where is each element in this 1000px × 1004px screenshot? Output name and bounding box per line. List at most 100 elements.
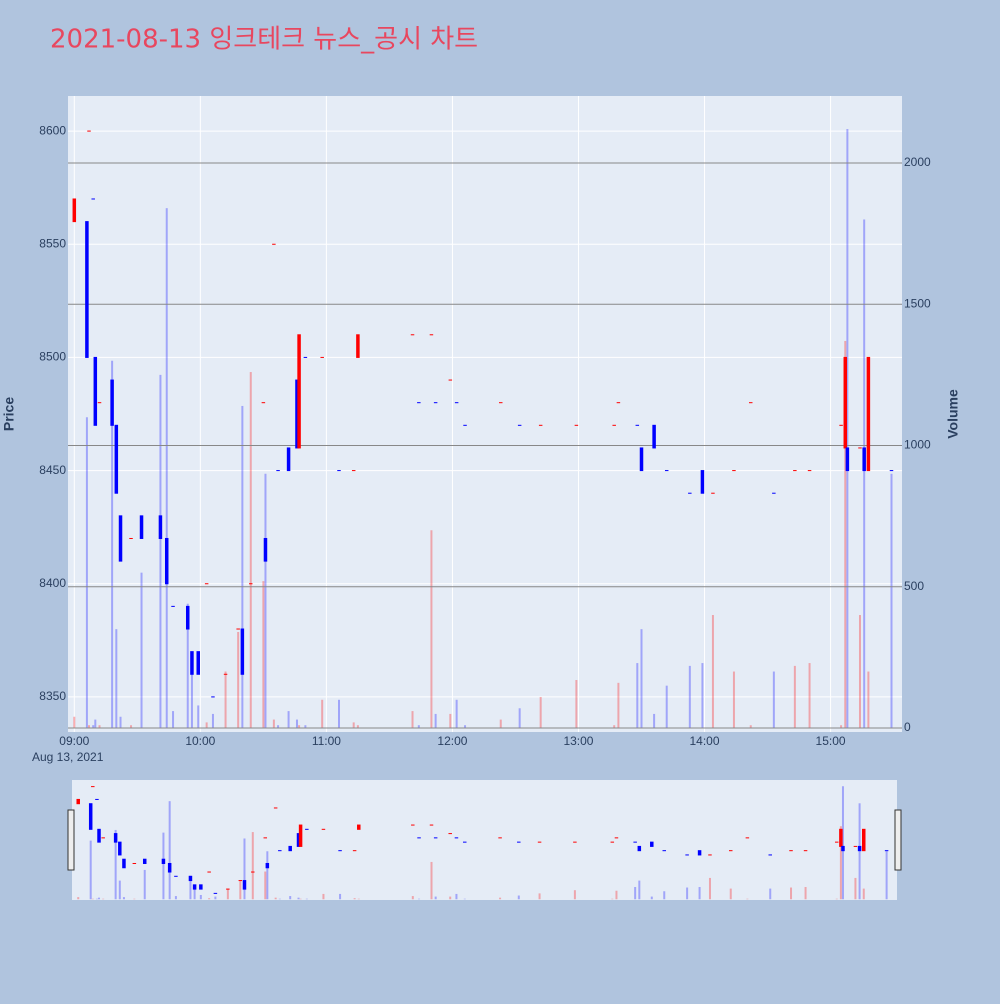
x-tick-label: 12:00 — [437, 734, 467, 748]
candle-body — [853, 845, 858, 847]
volume-bar — [297, 897, 300, 900]
volume-bar — [430, 530, 433, 729]
volume-bar — [264, 473, 267, 729]
candle-body — [635, 424, 640, 426]
candle-body — [448, 379, 453, 381]
volume-bar — [653, 713, 656, 729]
volume-bar — [193, 888, 196, 900]
volume-bar — [186, 603, 189, 729]
candle-body — [295, 379, 299, 449]
volume-bar — [98, 897, 101, 900]
candle-body — [745, 837, 750, 839]
volume-bar — [517, 895, 520, 900]
candle-body — [185, 605, 190, 630]
range-handle[interactable] — [894, 809, 902, 871]
volume-bar — [321, 699, 324, 729]
candle-body — [685, 854, 689, 856]
candle-body — [448, 833, 452, 835]
y-tick-label: 8600 — [39, 123, 66, 137]
candle-body — [249, 583, 253, 585]
candle-body — [352, 850, 357, 852]
candle-body — [807, 470, 812, 472]
volume-bar — [617, 682, 620, 729]
candle-body — [664, 470, 669, 472]
volume-bar — [262, 581, 265, 729]
candle-body — [410, 334, 415, 336]
candle-body — [113, 833, 118, 843]
volume-bar — [264, 871, 267, 900]
candle-body — [223, 673, 228, 675]
volume-bar — [73, 716, 76, 729]
candle-body — [789, 850, 793, 852]
candle-body — [236, 628, 240, 630]
volume-bar — [299, 898, 302, 900]
x-tick-label: 09:00 — [59, 734, 89, 748]
candle-body — [211, 696, 215, 698]
candle-body — [321, 828, 326, 830]
volume-bar — [518, 708, 521, 729]
candle-body — [574, 424, 579, 426]
candle-body — [612, 424, 616, 426]
volume-bar — [686, 887, 689, 900]
candle-body — [132, 862, 137, 864]
volume-bar — [172, 711, 175, 729]
volume-bar — [305, 898, 308, 900]
volume-bar — [499, 719, 502, 729]
candle-body — [700, 470, 705, 494]
candle-body — [204, 583, 209, 585]
candle-body — [192, 884, 197, 890]
candle-body — [263, 537, 268, 562]
candle-body — [297, 334, 301, 449]
volume-bar — [455, 699, 458, 729]
y-tick-label: 8350 — [39, 689, 66, 703]
volume-bar — [688, 665, 691, 729]
candle-body — [242, 880, 247, 890]
volume-bar — [793, 665, 796, 729]
volume-bar — [357, 898, 360, 900]
volume-bar — [434, 713, 437, 729]
candle-body — [652, 424, 656, 449]
volume-bar — [115, 629, 118, 729]
volume-bar — [266, 851, 269, 900]
candle-body — [76, 798, 80, 805]
candle-body — [866, 356, 871, 472]
y-tick-label: 8500 — [39, 350, 66, 364]
candle-body — [93, 356, 98, 426]
candle-body — [498, 837, 502, 839]
candle-body — [114, 424, 119, 494]
candle-body — [298, 824, 303, 847]
candle-body — [889, 470, 894, 472]
range-handle[interactable] — [67, 809, 75, 871]
candle-body — [164, 537, 169, 585]
candle-body — [708, 854, 712, 856]
y2-tick-label: 500 — [904, 579, 924, 593]
candle-body — [213, 892, 218, 894]
volume-bar — [197, 705, 200, 729]
volume-bar — [411, 896, 414, 900]
volume-bar — [298, 725, 301, 729]
y-tick-label: 8450 — [39, 463, 66, 477]
volume-bar — [241, 405, 244, 729]
candle-body — [91, 786, 95, 788]
candle-body — [272, 243, 276, 245]
volume-bar — [862, 888, 865, 900]
volume-bar — [168, 801, 171, 900]
volume-bar — [640, 629, 643, 729]
range-slider[interactable] — [72, 780, 897, 900]
candle-body — [573, 841, 577, 843]
candle-body — [697, 850, 702, 856]
volume-bar — [337, 699, 340, 729]
volume-bar — [804, 886, 807, 900]
candle-body — [286, 447, 291, 472]
candle-body — [614, 837, 619, 839]
volume-bar — [650, 896, 653, 900]
volume-bar — [239, 881, 242, 900]
candle-body — [845, 447, 850, 472]
volume-bar — [208, 898, 211, 900]
x-tick-label: 14:00 — [690, 734, 720, 748]
volume-bar — [304, 725, 307, 729]
volume-bar — [205, 722, 208, 729]
volume-bar — [199, 894, 202, 900]
y2-tick-label: 2000 — [904, 155, 931, 169]
volume-bar — [89, 840, 92, 900]
